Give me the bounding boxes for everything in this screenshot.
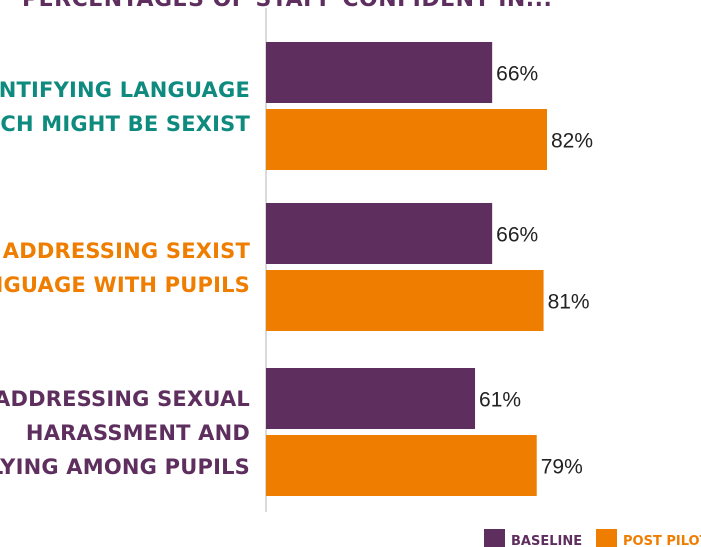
bar <box>266 42 493 103</box>
bar <box>266 203 493 264</box>
category-label-line: WHICH MIGHT BE SEXIST <box>0 112 250 136</box>
bar <box>266 109 547 170</box>
category-label-line: HARASSMENT AND <box>26 421 250 445</box>
chart-title: PERCENTAGES OF STAFF CONFIDENT IN... <box>22 0 552 12</box>
data-label: 81% <box>548 291 590 314</box>
legend-swatch <box>596 529 617 547</box>
category-label-line: LANGUAGE WITH PUPILS <box>0 273 250 297</box>
data-label: 66% <box>496 63 538 86</box>
category-label: ADDRESSING SEXUAL HARASSMENT AND BULLYING … <box>0 387 250 479</box>
category-label-line: BULLYING AMONG PUPILS <box>0 455 250 479</box>
bar <box>266 435 537 496</box>
data-label: 66% <box>496 224 538 247</box>
value-labels: 66% 82% 66% 81% 61% 79% <box>479 63 593 479</box>
data-label: 61% <box>479 389 521 412</box>
data-label: 82% <box>551 130 593 153</box>
legend: BASELINE POST PILOT <box>484 529 701 547</box>
category-label: ADDRESSING SEXIST LANGUAGE WITH PUPILS <box>0 239 250 297</box>
category-label-line: IDENTIFYING LANGUAGE <box>0 78 250 102</box>
bar <box>266 270 544 331</box>
legend-label: POST PILOT <box>623 534 701 547</box>
data-label: 79% <box>541 456 583 479</box>
category-label-line: ADDRESSING SEXIST <box>3 239 251 263</box>
bars <box>266 42 547 496</box>
category-label-line: ADDRESSING SEXUAL <box>0 387 250 411</box>
category-labels: IDENTIFYING LANGUAGE WHICH MIGHT BE SEXIS… <box>0 78 250 479</box>
legend-label: BASELINE <box>511 534 582 547</box>
legend-swatch <box>484 529 505 547</box>
bar <box>266 368 476 429</box>
category-label: IDENTIFYING LANGUAGE WHICH MIGHT BE SEXIS… <box>0 78 250 136</box>
